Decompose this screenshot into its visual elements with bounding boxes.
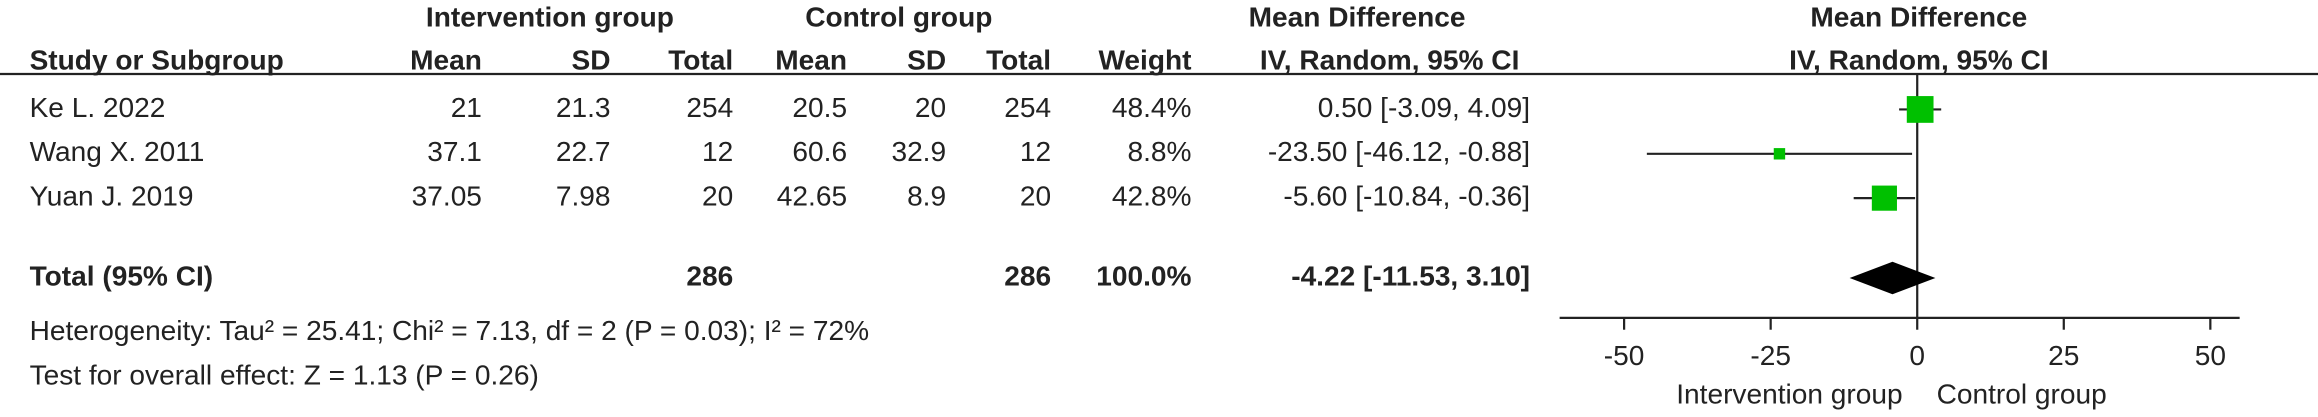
cell: 20 [915,92,946,123]
x-tick-label: 0 [1909,340,1925,371]
cell: 286 [686,260,733,291]
cell: 42.8% [1112,181,1192,212]
x-tick-label: -25 [1750,340,1791,371]
column-header: Study or Subgroup [30,45,284,76]
column-header: IV, Random, 95% CI [1789,45,2049,76]
cell: 21 [451,92,482,123]
cell: 48.4% [1112,92,1192,123]
cell: 22.7 [556,136,611,167]
cell: -5.60 [-10.84, -0.36] [1283,181,1530,212]
cell: 8.8% [1128,136,1192,167]
column-header: Total [986,45,1051,76]
cell: 37.1 [427,136,482,167]
cell: 254 [1004,92,1051,123]
group-header: Control group [805,2,992,33]
overall-effect: Test for overall effect: Z = 1.13 (P = 0… [30,359,539,390]
cell: 20.5 [792,92,847,123]
column-header: Mean [410,45,482,76]
cell: 20 [702,181,733,212]
favours-label: Intervention group [1676,379,1902,410]
cell: 254 [686,92,733,123]
cell: -23.50 [-46.12, -0.88] [1268,136,1530,167]
cell: 100.0% [1096,260,1191,291]
group-header: Mean Difference [1810,2,2027,33]
favours-label: Control group [1937,379,2107,410]
summary-diamond [1849,261,1936,295]
cell: 8.9 [907,181,946,212]
column-header: IV, Random, 95% CI [1260,45,1520,76]
cell: 12 [702,136,733,167]
cell: 42.65 [777,181,847,212]
column-header: Weight [1098,45,1191,76]
study-name: Wang X. 2011 [30,136,205,167]
effect-square [1773,148,1786,160]
cell: 21.3 [556,92,611,123]
x-tick-label: 50 [2195,340,2226,371]
study-name: Total (95% CI) [30,260,214,291]
cell: 0.50 [-3.09, 4.09] [1318,92,1530,123]
study-name: Ke L. 2022 [30,92,166,123]
cell: 286 [1004,260,1051,291]
heterogeneity: Heterogeneity: Tau² = 25.41; Chi² = 7.13… [30,315,869,346]
cell: 7.98 [556,181,611,212]
column-header: SD [907,45,946,76]
column-header: Total [668,45,733,76]
cell: 20 [1020,181,1051,212]
group-header: Intervention group [426,2,674,33]
study-name: Yuan J. 2019 [30,181,194,212]
x-tick-label: 25 [2048,340,2079,371]
effect-square [1906,96,1934,123]
group-header: Mean Difference [1249,2,1466,33]
effect-square [1871,185,1897,211]
column-header: Mean [775,45,847,76]
x-tick-label: -50 [1604,340,1645,371]
cell: 32.9 [891,136,946,167]
cell: 60.6 [792,136,847,167]
column-header: SD [572,45,611,76]
cell: 37.05 [412,181,482,212]
cell: 12 [1020,136,1051,167]
cell: -4.22 [-11.53, 3.10] [1291,260,1530,291]
